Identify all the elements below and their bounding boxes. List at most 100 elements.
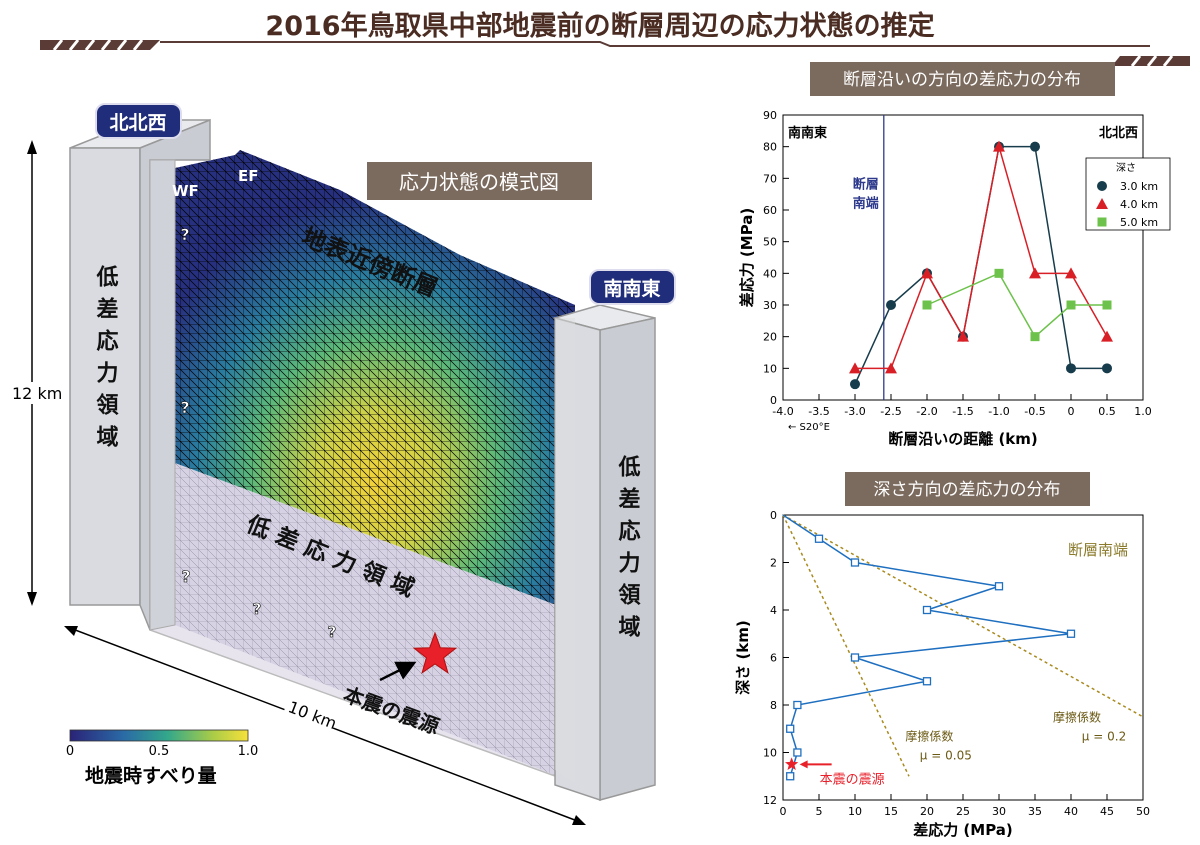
depth-dimension-arrow [12,140,58,606]
chart-along-fault: 断層沿いの方向の差応力の分布 -4.0 -3.5 -3.0 -2.5 -2.0 -1.5-… [738,62,1171,448]
chart1-point-square [922,300,932,310]
chart1-ytick-label: 90 [763,109,777,122]
chart1-plot: -4.0 -3.5 -3.0 -2.5 -2.0 -1.5 -1.0 -0.5 0 0.5 1.0 0… [738,109,1171,448]
chart1-xtick-label: -2.0 [916,405,937,418]
chart2-friction-label-1b: μ = 0.05 [920,749,972,763]
nnw-label: 北北西 [109,112,166,134]
schematic-title: 応力状態の模式図 [399,170,559,194]
chart1-left-label: 南南東 [788,125,827,141]
chart1-ytick-label: 0 [770,394,777,407]
low-stress-right-label: 低差応力領域 [615,455,642,647]
chart2-xtick-label: 25 [956,805,970,818]
colorbar-title: 地震時すべり量 [85,764,217,787]
chart1-ytick-label: 40 [763,267,777,280]
chart2-xtick-label: 15 [884,805,898,818]
chart1-xtick-label: 1.0 [1134,405,1152,418]
chart2-xtick-label: 0 [780,805,787,818]
chart1-xtick-label: -1.5 [952,405,973,418]
chart1-point-square [1066,300,1076,310]
chart2-point [814,534,824,543]
chart2-xtick-label: 50 [1136,805,1150,818]
chart2-xtick-label: 20 [920,805,934,818]
chart1-ylabel: 差応力 (MPa) [738,208,756,308]
chart2-ytick-label: 10 [763,747,777,760]
chart1-legend-label: 4.0 km [1120,198,1158,211]
chart2-ytick-label: 0 [770,509,777,522]
chart2-xtick-label: 5 [816,805,823,818]
sse-badge: 南南東 [589,269,676,305]
colorbar-tick-0: 0 [66,744,74,759]
chart2-ytick-label: 8 [770,699,777,712]
chart2-ytick-label: 4 [770,604,777,617]
chart2-point [922,677,932,686]
chart2-hypocenter-arrowhead [799,760,808,769]
chart1-ytick-label: 50 [763,236,777,249]
chart1-point-square [1102,300,1112,310]
chart1-point-triangle [993,140,1005,152]
question-mark-4: ? [253,600,262,618]
colorbar-tick-2: 1.0 [238,744,259,759]
chart1-ytick-label: 70 [763,172,777,185]
chart2-xlabel: 差応力 (MPa) [913,821,1013,839]
chart1-legend-marker [1097,217,1107,227]
chart1-title-box [810,62,1115,96]
chart1-ytick-label: 80 [763,141,777,154]
chart1-point-triangle [921,267,933,279]
chart1-legend-marker [1096,198,1108,209]
chart1-xtick-label: -0.5 [1024,405,1045,418]
chart2-ytick-label: 2 [770,557,777,570]
wf-label: WF [172,182,199,200]
depth-dimension-label: 12 km [12,384,62,403]
schematic-title-box [367,162,592,200]
chart1-point-circle [850,379,860,390]
question-mark-1: ? [180,225,189,244]
chart1-ytick-label: 20 [763,331,777,344]
chart2-friction-label-1a: 摩擦係数 [905,729,953,744]
chart2-point [793,748,802,757]
chart2-title: 深さ方向の差応力の分布 [874,480,1061,500]
low-stress-left-label: 低差応力領域 [93,265,120,457]
chart1-series-line [926,272,1107,338]
schematic-panel: 12 km 10 km 北北西 南南東 応力状態の模式図 WF EF 地表近傍断… [12,103,676,825]
chart1-legend-marker [1097,181,1107,191]
chart1-xlabel: 断層沿いの距離 (km) [888,430,1038,448]
chart1-xtick-label: -1.0 [988,405,1009,418]
chart1-xtick-label: 0.5 [1098,405,1116,418]
chart1-legend-label: 3.0 km [1120,180,1158,193]
hypocenter-star [412,631,458,674]
chart2-point [793,700,802,710]
chart1-vline-label-2: 南端 [853,196,879,212]
chart2-point [850,653,860,662]
chart1-title: 断層沿いの方向の差応力の分布 [843,70,1081,90]
hypocenter-arrow [379,661,417,682]
chart1-series-line [855,146,1108,370]
chart2-ylabel: 深さ (km) [734,620,752,695]
chart1-xtick-label: -3.0 [844,405,865,418]
chart2-point [994,582,1004,591]
colorbar [69,729,249,742]
chart2-xtick-label: 45 [1100,805,1114,818]
chart2-hypocenter-star [785,757,799,770]
ef-label: EF [238,167,259,185]
chart1-xtick-label: -4.0 [772,405,793,418]
chart2-ytick-label: 6 [770,652,777,665]
chart2-xtick-label: 10 [848,805,862,818]
chart1-vline-label-1: 断層 [853,177,879,193]
chart2-point [922,605,932,615]
chart1-point-triangle [957,330,969,342]
chart1-legend-label: 5.0 km [1120,216,1158,229]
chart2-friction-label-2b: μ = 0.2 [1082,730,1126,744]
question-mark-2: ? [180,398,189,417]
chart1-point-circle [886,300,896,310]
chart1-ytick-label: 30 [763,299,777,312]
sse-label: 南南東 [603,277,660,300]
chart1-point-square [1030,332,1040,342]
chart2-ytick-label: 12 [763,794,777,807]
chart2-friction-label-2a: 摩擦係数 [1053,710,1101,725]
chart2-title-box [845,472,1090,506]
chart1-xtick-label: -2.5 [880,405,901,418]
chart1-right-label: 北北西 [1099,126,1138,141]
chart1-point-square [994,268,1004,278]
colorbar-tick-1: 0.5 [149,744,170,759]
chart1-point-circle [1102,363,1112,374]
